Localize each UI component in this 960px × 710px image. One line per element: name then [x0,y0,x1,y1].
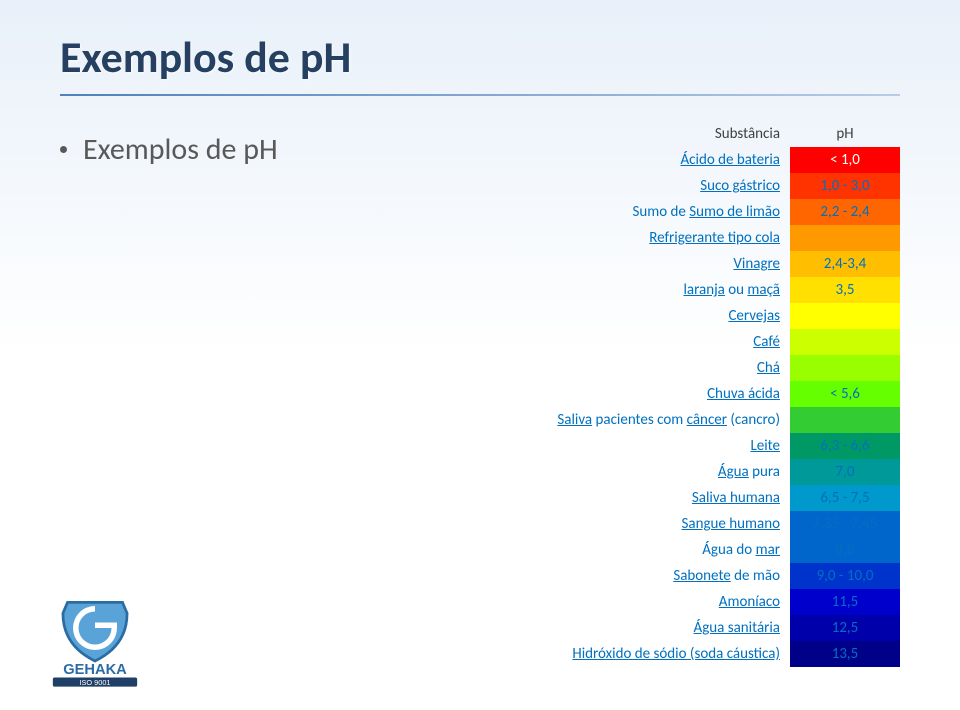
substance-cell: Sabonete de mão [490,563,790,589]
substance-cell: Sangue humano [490,511,790,537]
table-row: Água sanitária12,5 [490,615,900,641]
header-ph: pH [790,121,900,147]
table-row: Suco gástrico1,0 - 3,0 [490,173,900,199]
ph-value-cell: 12,5 [790,615,900,641]
substance-cell: Amoníaco [490,589,790,615]
title-underline [60,94,900,96]
substance-cell: Saliva pacientes com câncer (cancro) [490,407,790,433]
ph-value-cell: 7,0 [790,459,900,485]
substance-cell: Água do mar [490,537,790,563]
table-row: Ácido de bateria< 1,0 [490,147,900,173]
ph-value-cell: 1,0 - 3,0 [790,173,900,199]
ph-value-cell: 8,0 [790,537,900,563]
table-row: Sumo de Sumo de limão2,2 - 2,4 [490,199,900,225]
content-row: Exemplos de pH Substância pH Ácido de ba… [60,121,900,667]
header-substance: Substância [490,121,790,147]
substance-cell: Água pura [490,459,790,485]
table-row: Vinagre2,4-3,4 [490,251,900,277]
ph-value-cell: 5,0 [790,329,900,355]
ph-value-cell: < 1,0 [790,147,900,173]
substance-cell: Chá [490,355,790,381]
table-row: Sangue humano7,35 - 7,45 [490,511,900,537]
table-row: Água do mar8,0 [490,537,900,563]
ph-value-cell: 6,5 - 7,5 [790,485,900,511]
table-row: Cervejas4,0 - 5,0 [490,303,900,329]
ph-value-cell: 6,3 - 6,6 [790,433,900,459]
table-row: Leite6,3 - 6,6 [490,433,900,459]
substance-cell: Hidróxido de sódio (soda cáustica) [490,641,790,667]
table-row: Saliva humana6,5 - 7,5 [490,485,900,511]
table-row: laranja ou maçã3,5 [490,277,900,303]
substance-cell: Chuva ácida [490,381,790,407]
bullet-dot-icon [60,146,67,153]
logo: GEHAKA ISO 9001 [40,595,150,692]
ph-value-cell: 2,5 [790,225,900,251]
substance-cell: Refrigerante tipo cola [490,225,790,251]
ph-value-cell: 5,5 [790,355,900,381]
table-row: Chuva ácida< 5,6 [490,381,900,407]
ph-value-cell: 3,5 [790,277,900,303]
table-wrap: Substância pH Ácido de bateria< 1,0Suco … [440,121,900,667]
bullet-text: Exemplos de pH [83,131,278,168]
table-row: Amoníaco11,5 [490,589,900,615]
substance-cell: Leite [490,433,790,459]
ph-value-cell: 4,5 - 5,7 [790,407,900,433]
ph-value-cell: 7,35 - 7,45 [790,511,900,537]
substance-cell: Cervejas [490,303,790,329]
table-row: Sabonete de mão9,0 - 10,0 [490,563,900,589]
ph-value-cell: 13,5 [790,641,900,667]
table-body: Ácido de bateria< 1,0Suco gástrico1,0 - … [490,147,900,667]
table-row: Saliva pacientes com câncer (cancro)4,5 … [490,407,900,433]
ph-value-cell: 2,2 - 2,4 [790,199,900,225]
ph-value-cell: < 5,6 [790,381,900,407]
table-row: Água pura7,0 [490,459,900,485]
substance-cell: Suco gástrico [490,173,790,199]
ph-value-cell: 11,5 [790,589,900,615]
bullet-item: Exemplos de pH [60,131,440,168]
substance-cell: Água sanitária [490,615,790,641]
substance-cell: laranja ou maçã [490,277,790,303]
slide: Exemplos de pH Exemplos de pH Substância… [0,0,960,710]
ph-table: Substância pH Ácido de bateria< 1,0Suco … [490,121,900,667]
substance-cell: Vinagre [490,251,790,277]
bullet-area: Exemplos de pH [60,121,440,168]
substance-cell: Ácido de bateria [490,147,790,173]
table-row: Refrigerante tipo cola2,5 [490,225,900,251]
table-row: Hidróxido de sódio (soda cáustica)13,5 [490,641,900,667]
table-header-row: Substância pH [490,121,900,147]
substance-cell: Saliva humana [490,485,790,511]
table-row: Chá5,5 [490,355,900,381]
logo-brand: GEHAKA [63,662,127,678]
ph-value-cell: 2,4-3,4 [790,251,900,277]
ph-value-cell: 4,0 - 5,0 [790,303,900,329]
gehaka-logo-icon: GEHAKA ISO 9001 [40,595,150,687]
substance-cell: Café [490,329,790,355]
logo-iso: ISO 9001 [80,678,111,687]
ph-value-cell: 9,0 - 10,0 [790,563,900,589]
page-title: Exemplos de pH [60,30,900,84]
substance-cell: Sumo de Sumo de limão [490,199,790,225]
table-row: Café5,0 [490,329,900,355]
